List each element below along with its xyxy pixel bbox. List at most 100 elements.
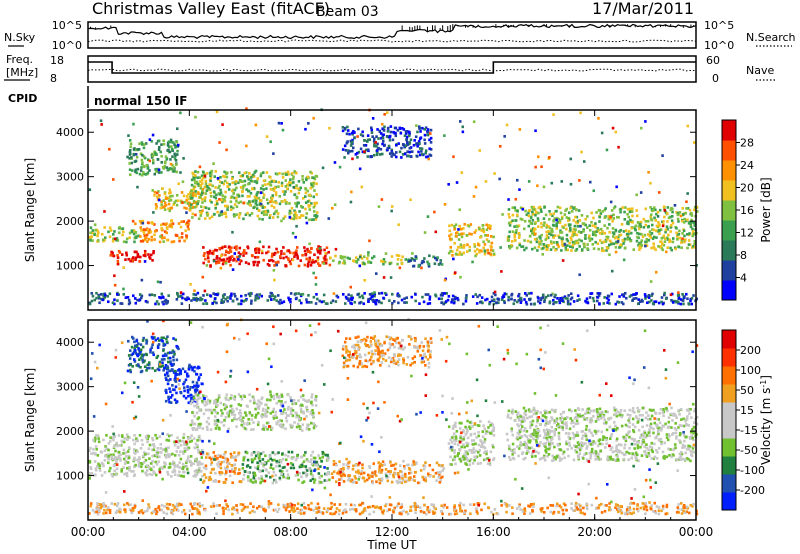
heatmap-cell xyxy=(552,302,555,306)
heatmap-cell xyxy=(686,297,689,301)
heatmap-cell xyxy=(409,138,413,142)
heatmap-cell xyxy=(171,470,174,474)
heatmap-cell xyxy=(182,465,185,469)
heatmap-cell xyxy=(130,470,133,473)
heatmap-cell xyxy=(371,117,375,120)
heatmap-cell xyxy=(165,197,169,200)
heatmap-cell xyxy=(377,205,381,208)
heatmap-cell xyxy=(390,464,393,467)
heatmap-cell xyxy=(532,213,535,216)
heatmap-cell xyxy=(135,449,138,452)
heatmap-cell xyxy=(157,171,161,174)
heatmap-cell xyxy=(603,216,607,219)
heatmap-cell xyxy=(247,177,250,181)
heatmap-cell xyxy=(558,219,562,222)
heatmap-cell xyxy=(605,235,608,239)
heatmap-cell xyxy=(146,228,150,232)
heatmap-cell xyxy=(423,138,426,142)
heatmap-cell xyxy=(165,354,168,357)
heatmap-cell xyxy=(378,292,381,295)
heatmap-cell xyxy=(310,218,314,222)
heatmap-cell xyxy=(540,165,543,169)
heatmap-cell xyxy=(288,216,292,219)
heatmap-cell xyxy=(237,251,241,255)
heatmap-cell xyxy=(622,302,625,306)
heatmap-cell xyxy=(487,226,490,229)
heatmap-cell xyxy=(473,231,477,234)
colorbar-swatch xyxy=(722,260,736,281)
heatmap-cell xyxy=(366,138,370,142)
heatmap-cell xyxy=(181,201,184,204)
heatmap-cell xyxy=(400,258,403,262)
heatmap-cell xyxy=(256,467,260,471)
heatmap-cell xyxy=(360,362,363,365)
heatmap-cell xyxy=(670,219,674,223)
heatmap-cell xyxy=(92,451,95,455)
heatmap-cell xyxy=(489,248,493,252)
heatmap-cell xyxy=(266,406,270,410)
heatmap-cell xyxy=(144,458,148,462)
heatmap-cell xyxy=(153,233,156,237)
heatmap-cell xyxy=(543,221,546,224)
heatmap-cell xyxy=(645,244,649,247)
heatmap-cell xyxy=(222,460,226,464)
heatmap-cell xyxy=(198,438,202,441)
heatmap-cell xyxy=(118,444,122,447)
heatmap-cell xyxy=(505,123,509,127)
heatmap-cell xyxy=(204,464,208,468)
heatmap-cell xyxy=(196,393,200,397)
heatmap-cell xyxy=(146,366,149,370)
heatmap-cell xyxy=(412,143,416,147)
heatmap-cell xyxy=(185,198,188,202)
heatmap-cell xyxy=(130,161,134,165)
heatmap-cell xyxy=(608,223,611,226)
heatmap-cell xyxy=(286,473,290,477)
heatmap-cell xyxy=(272,189,276,192)
colorbar-tick-label: 8 xyxy=(740,249,747,262)
heatmap-cell xyxy=(517,232,521,235)
heatmap-cell xyxy=(391,301,394,305)
heatmap-cell xyxy=(174,379,177,382)
heatmap-cell xyxy=(313,177,317,181)
heatmap-cell xyxy=(150,152,154,156)
heatmap-cell xyxy=(642,217,646,221)
heatmap-cell xyxy=(360,472,363,476)
heatmap-cell xyxy=(184,222,188,226)
heatmap-cell xyxy=(464,299,468,303)
heatmap-cell xyxy=(197,384,200,388)
heatmap-cell xyxy=(102,438,105,442)
heatmap-cell xyxy=(356,135,359,138)
heatmap-cell xyxy=(266,182,270,186)
heatmap-cell xyxy=(175,391,178,395)
heatmap-cell xyxy=(168,462,172,466)
heatmap-cell xyxy=(523,227,526,231)
heatmap-cell xyxy=(301,292,305,296)
heatmap-cell xyxy=(270,426,274,430)
heatmap-cell xyxy=(493,172,496,175)
heatmap-cell xyxy=(686,124,690,128)
heatmap-cell xyxy=(170,240,174,244)
heatmap-cell xyxy=(540,233,543,237)
heatmap-cell xyxy=(564,296,567,300)
heatmap-cell xyxy=(518,296,522,300)
heatmap-cell xyxy=(511,230,515,233)
heatmap-cell xyxy=(254,474,257,477)
heatmap-cell xyxy=(400,156,403,159)
heatmap-cell xyxy=(519,301,523,304)
heatmap-cell xyxy=(521,218,524,221)
heatmap-cell xyxy=(376,352,380,356)
heatmap-cell xyxy=(91,294,95,298)
heatmap-cell xyxy=(353,136,356,140)
heatmap-cell xyxy=(366,335,369,339)
heatmap-cell xyxy=(513,299,516,302)
heatmap-cell xyxy=(293,193,297,197)
heatmap-cell xyxy=(280,460,283,464)
heatmap-cell xyxy=(588,239,592,242)
heatmap-cell xyxy=(612,206,616,210)
heatmap-cell xyxy=(565,227,568,231)
heatmap-cell xyxy=(380,351,384,354)
heatmap-cell xyxy=(230,246,233,250)
heatmap-cell xyxy=(254,123,258,127)
heatmap-cell xyxy=(112,237,115,241)
heatmap-cell xyxy=(291,177,295,181)
